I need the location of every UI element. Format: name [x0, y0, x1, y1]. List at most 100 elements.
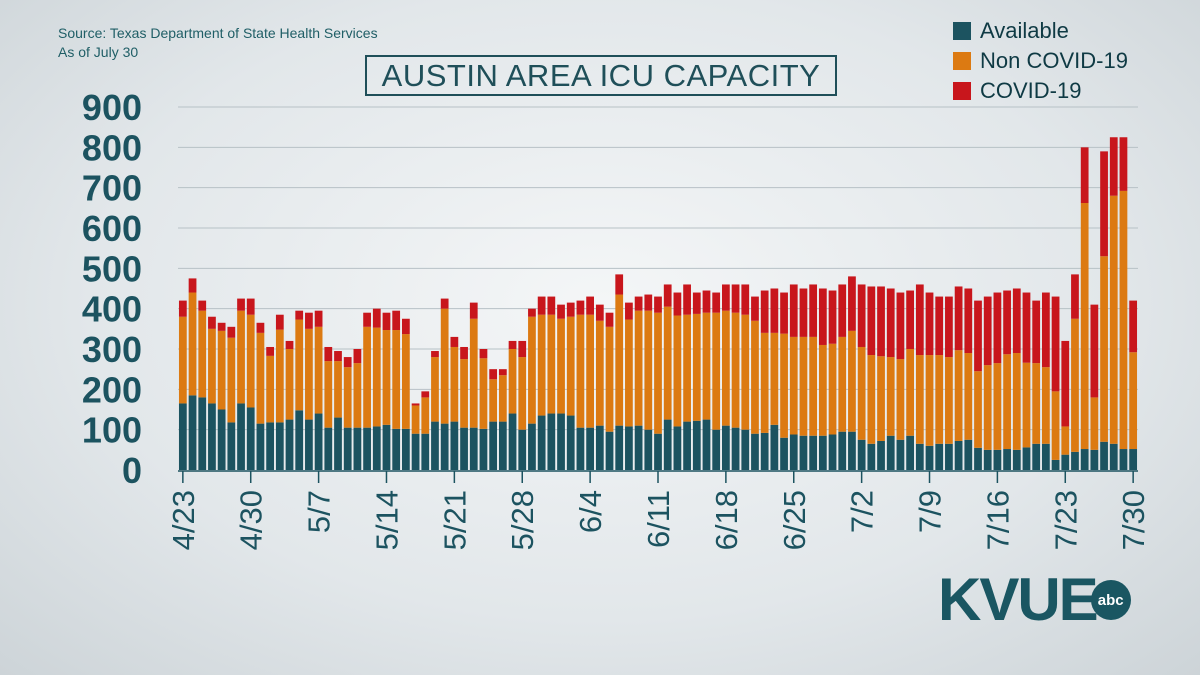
bar-available [828, 434, 837, 470]
bar-covid [566, 302, 575, 317]
bar-non-covid [809, 336, 818, 436]
legend-swatch-covid [953, 82, 971, 100]
bars [178, 137, 1138, 470]
bar-non-covid [1109, 195, 1118, 444]
bar-available [809, 435, 818, 470]
bar-available [605, 431, 614, 470]
bar-non-covid [615, 294, 624, 426]
bar-available [508, 413, 517, 470]
bar-available [489, 421, 498, 470]
bar-non-covid [673, 315, 682, 427]
bar-available [644, 429, 653, 470]
bar-non-covid [983, 365, 992, 450]
bar-covid [1080, 147, 1089, 203]
bar-available [1129, 449, 1138, 470]
chart-legend: Available Non COVID-19 COVID-19 [953, 16, 1128, 106]
bar-non-covid [440, 308, 449, 424]
y-tick-label: 0 [122, 450, 142, 491]
bar-non-covid [722, 310, 730, 426]
bar-available [440, 423, 449, 470]
bar-non-covid [528, 316, 536, 424]
x-tick-label: 4/30 [234, 490, 269, 550]
bar-available [663, 419, 672, 470]
bar-non-covid [1003, 354, 1011, 450]
bar-covid [886, 288, 895, 358]
bar-covid [1012, 288, 1021, 354]
bar-non-covid [1022, 362, 1031, 448]
bar-non-covid [305, 328, 313, 420]
bar-covid [663, 284, 672, 307]
bar-non-covid [1042, 367, 1050, 444]
bar-non-covid [1032, 363, 1041, 444]
bar-covid [1119, 137, 1128, 191]
bar-non-covid [372, 327, 381, 427]
bar-non-covid [227, 337, 236, 423]
bar-available [1100, 441, 1108, 470]
bar-covid [489, 369, 498, 380]
bar-available [722, 425, 730, 470]
bar-covid [1003, 290, 1011, 355]
bar-covid [954, 286, 963, 351]
bar-covid [469, 302, 478, 319]
bar-non-covid [586, 314, 594, 428]
bar-covid [1032, 300, 1041, 364]
bar-non-covid [188, 292, 197, 396]
bar-available [983, 449, 992, 470]
y-tick-label: 200 [82, 369, 142, 410]
chart-title: AUSTIN AREA ICU CAPACITY [365, 55, 837, 96]
bar-non-covid [1012, 353, 1021, 450]
bar-covid [1090, 304, 1099, 398]
bar-covid [198, 300, 207, 311]
bar-available [411, 433, 420, 470]
bar-available [896, 439, 905, 470]
bar-non-covid [780, 333, 788, 438]
bar-available [469, 427, 478, 470]
bar-covid [1042, 292, 1050, 368]
bar-non-covid [431, 357, 439, 422]
bar-available [751, 433, 759, 470]
y-tick-label: 900 [82, 87, 142, 128]
bar-covid [392, 310, 401, 331]
bar-covid [547, 296, 556, 315]
bar-non-covid [751, 320, 759, 434]
bar-non-covid [925, 355, 934, 446]
bar-available [227, 422, 236, 470]
bar-covid [673, 292, 682, 316]
bar-covid [576, 300, 585, 315]
bar-available [324, 427, 333, 470]
kvue-logo: KVUE abc [938, 570, 1131, 630]
x-axis: 4/23 4/30 5/7 5/14 5/21 5/28 6/4 6/11 6/18 6/25 7/… [166, 470, 1151, 550]
x-tick-label: 7/9 [913, 490, 948, 533]
bar-covid [915, 284, 924, 356]
bar-covid [460, 346, 468, 360]
bar-non-covid [450, 346, 459, 422]
x-tick-label: 4/23 [166, 490, 201, 550]
bar-available [363, 427, 371, 470]
bar-available [915, 443, 924, 470]
bar-covid [867, 286, 876, 356]
bar-covid [1022, 292, 1031, 363]
bar-non-covid [343, 367, 352, 428]
bar-non-covid [828, 343, 837, 435]
bar-non-covid [644, 310, 653, 430]
bar-non-covid [324, 361, 333, 428]
bar-non-covid [857, 346, 866, 440]
bar-non-covid [285, 349, 294, 420]
bar-non-covid [1119, 190, 1128, 450]
legend-item-covid: COVID-19 [953, 76, 1128, 106]
bar-covid [789, 284, 798, 337]
y-tick-label: 500 [82, 248, 142, 289]
legend-label-covid: COVID-19 [980, 78, 1082, 103]
bar-available [460, 427, 468, 470]
bar-non-covid [295, 319, 304, 411]
bar-non-covid [1090, 397, 1099, 450]
bar-available [208, 403, 216, 470]
bar-covid [799, 288, 808, 337]
bar-available [712, 429, 721, 470]
y-tick-label: 300 [82, 329, 142, 370]
bar-covid [780, 292, 788, 334]
bar-available [537, 415, 546, 470]
bar-non-covid [421, 397, 430, 434]
